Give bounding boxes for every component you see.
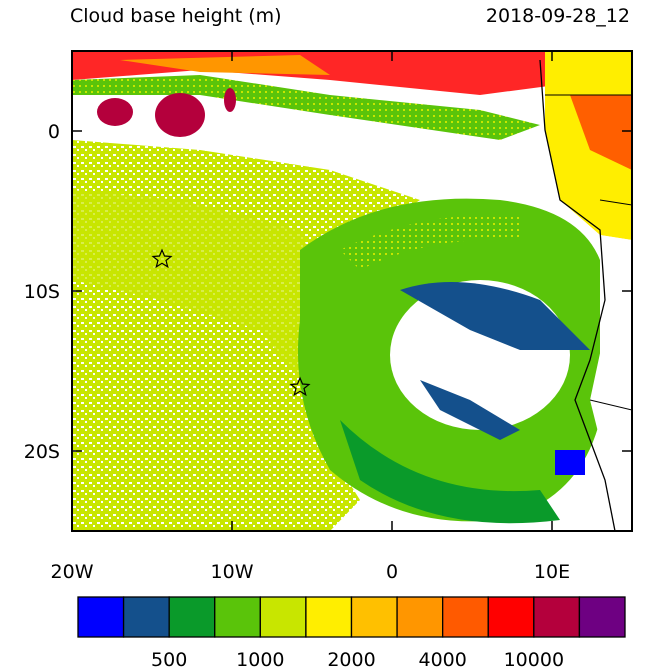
- colorbar-box: [305, 596, 353, 638]
- y-tick-label: 10S: [24, 281, 60, 303]
- colorbar-box: [533, 596, 581, 638]
- y-tick-label: 0: [48, 121, 60, 143]
- y-tick-label: 20S: [24, 441, 60, 463]
- colorbar-box: [214, 596, 261, 638]
- colorbar-box: [487, 596, 535, 638]
- colorbar-box: [442, 596, 489, 638]
- colorbar-box: [259, 596, 307, 638]
- x-tick-label: 20W: [51, 561, 94, 583]
- colorbar-box: [168, 596, 216, 638]
- cloud-field: [72, 51, 632, 531]
- map-time: 2018-09-28_12: [486, 5, 630, 27]
- colorbar-box: [122, 596, 170, 638]
- colorbar-box: [578, 596, 626, 638]
- x-tick-label: 10E: [534, 561, 570, 583]
- colorbar-label: 4000: [418, 649, 466, 667]
- x-tick-label: 10W: [211, 561, 254, 583]
- colorbar-label: 500: [151, 649, 187, 667]
- colorbar-label: 2000: [327, 649, 375, 667]
- x-tick-label: 0: [386, 561, 398, 583]
- colorbar-label: 10000: [504, 649, 564, 667]
- colorbar-label: 1000: [236, 649, 284, 667]
- colorbar-box: [396, 596, 444, 638]
- colorbar-box: [77, 596, 125, 638]
- colorbar-box: [350, 596, 398, 638]
- map-title: Cloud base height (m): [70, 5, 282, 27]
